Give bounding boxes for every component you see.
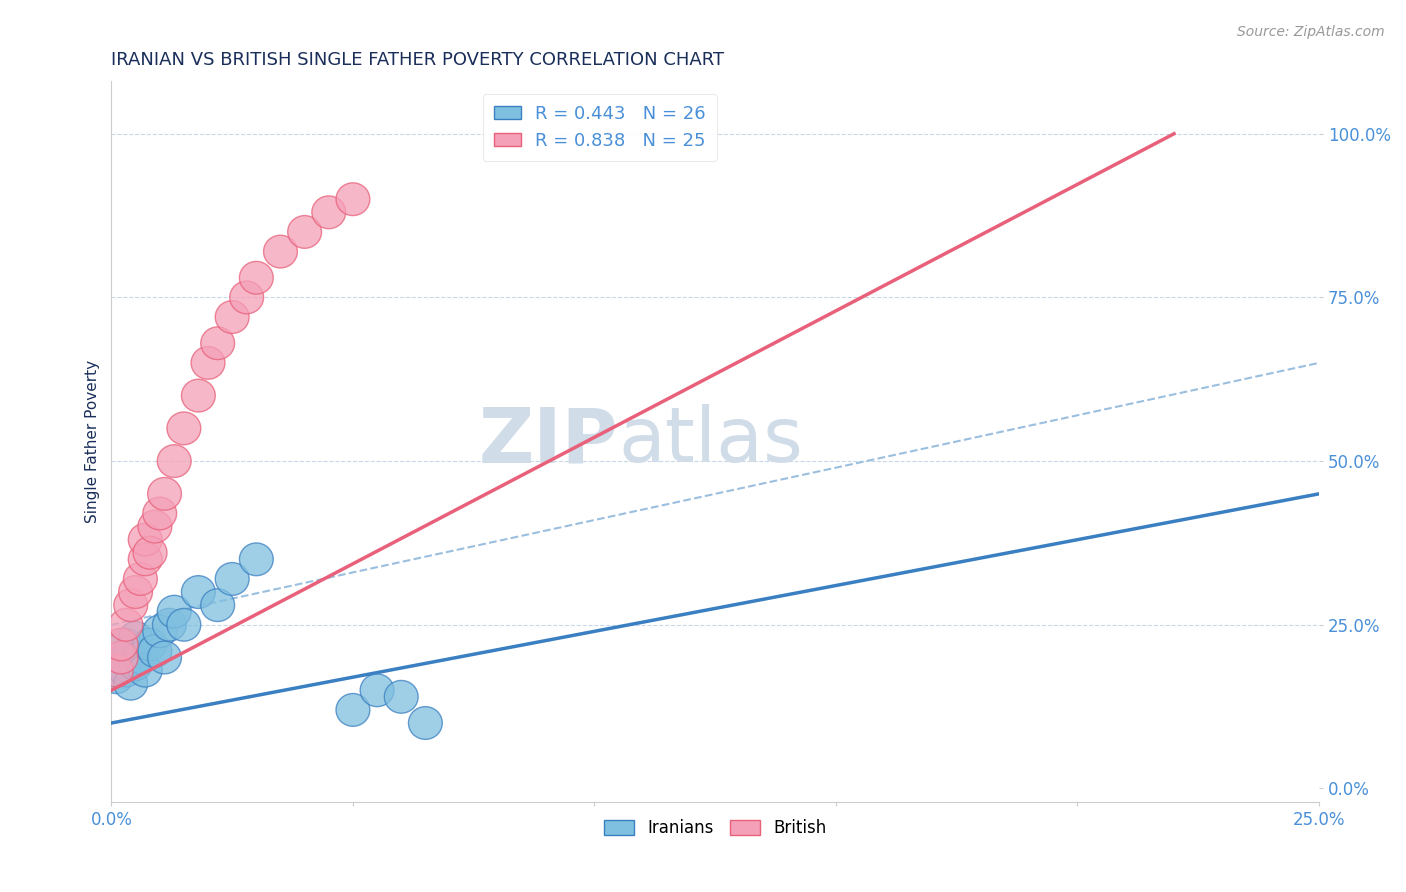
Ellipse shape <box>110 654 143 687</box>
Ellipse shape <box>114 667 148 700</box>
Ellipse shape <box>181 379 215 412</box>
Ellipse shape <box>167 608 201 641</box>
Ellipse shape <box>215 301 249 334</box>
Text: IRANIAN VS BRITISH SINGLE FATHER POVERTY CORRELATION CHART: IRANIAN VS BRITISH SINGLE FATHER POVERTY… <box>111 51 724 69</box>
Ellipse shape <box>167 412 201 445</box>
Ellipse shape <box>104 641 138 673</box>
Text: ZIP: ZIP <box>479 404 619 478</box>
Ellipse shape <box>239 543 273 575</box>
Ellipse shape <box>148 641 181 673</box>
Ellipse shape <box>157 595 191 628</box>
Ellipse shape <box>201 326 235 359</box>
Ellipse shape <box>104 641 138 673</box>
Ellipse shape <box>100 661 134 694</box>
Ellipse shape <box>336 694 370 726</box>
Ellipse shape <box>201 589 235 622</box>
Ellipse shape <box>138 634 172 667</box>
Text: atlas: atlas <box>619 404 803 478</box>
Ellipse shape <box>138 510 172 543</box>
Ellipse shape <box>229 281 263 314</box>
Y-axis label: Single Father Poverty: Single Father Poverty <box>86 359 100 523</box>
Ellipse shape <box>124 563 157 595</box>
Ellipse shape <box>215 563 249 595</box>
Ellipse shape <box>157 445 191 477</box>
Ellipse shape <box>118 575 152 608</box>
Ellipse shape <box>360 673 394 706</box>
Ellipse shape <box>384 681 418 714</box>
Ellipse shape <box>288 216 322 248</box>
Ellipse shape <box>181 575 215 608</box>
Ellipse shape <box>134 628 167 661</box>
Ellipse shape <box>148 477 181 510</box>
Ellipse shape <box>312 196 346 228</box>
Ellipse shape <box>118 648 152 681</box>
Ellipse shape <box>409 706 443 739</box>
Ellipse shape <box>128 543 162 575</box>
Ellipse shape <box>152 608 186 641</box>
Ellipse shape <box>118 622 152 654</box>
Ellipse shape <box>114 634 148 667</box>
Ellipse shape <box>128 524 162 556</box>
Ellipse shape <box>114 589 148 622</box>
Ellipse shape <box>336 183 370 216</box>
Text: Source: ZipAtlas.com: Source: ZipAtlas.com <box>1237 25 1385 39</box>
Ellipse shape <box>110 628 143 661</box>
Ellipse shape <box>124 641 157 673</box>
Ellipse shape <box>104 628 138 661</box>
Legend: Iranians, British: Iranians, British <box>598 813 834 844</box>
Ellipse shape <box>143 497 177 530</box>
Ellipse shape <box>134 536 167 569</box>
Ellipse shape <box>143 615 177 648</box>
Ellipse shape <box>100 654 134 687</box>
Ellipse shape <box>239 261 273 294</box>
Ellipse shape <box>128 654 162 687</box>
Ellipse shape <box>110 608 143 641</box>
Ellipse shape <box>104 648 138 681</box>
Ellipse shape <box>263 235 298 268</box>
Ellipse shape <box>191 346 225 379</box>
